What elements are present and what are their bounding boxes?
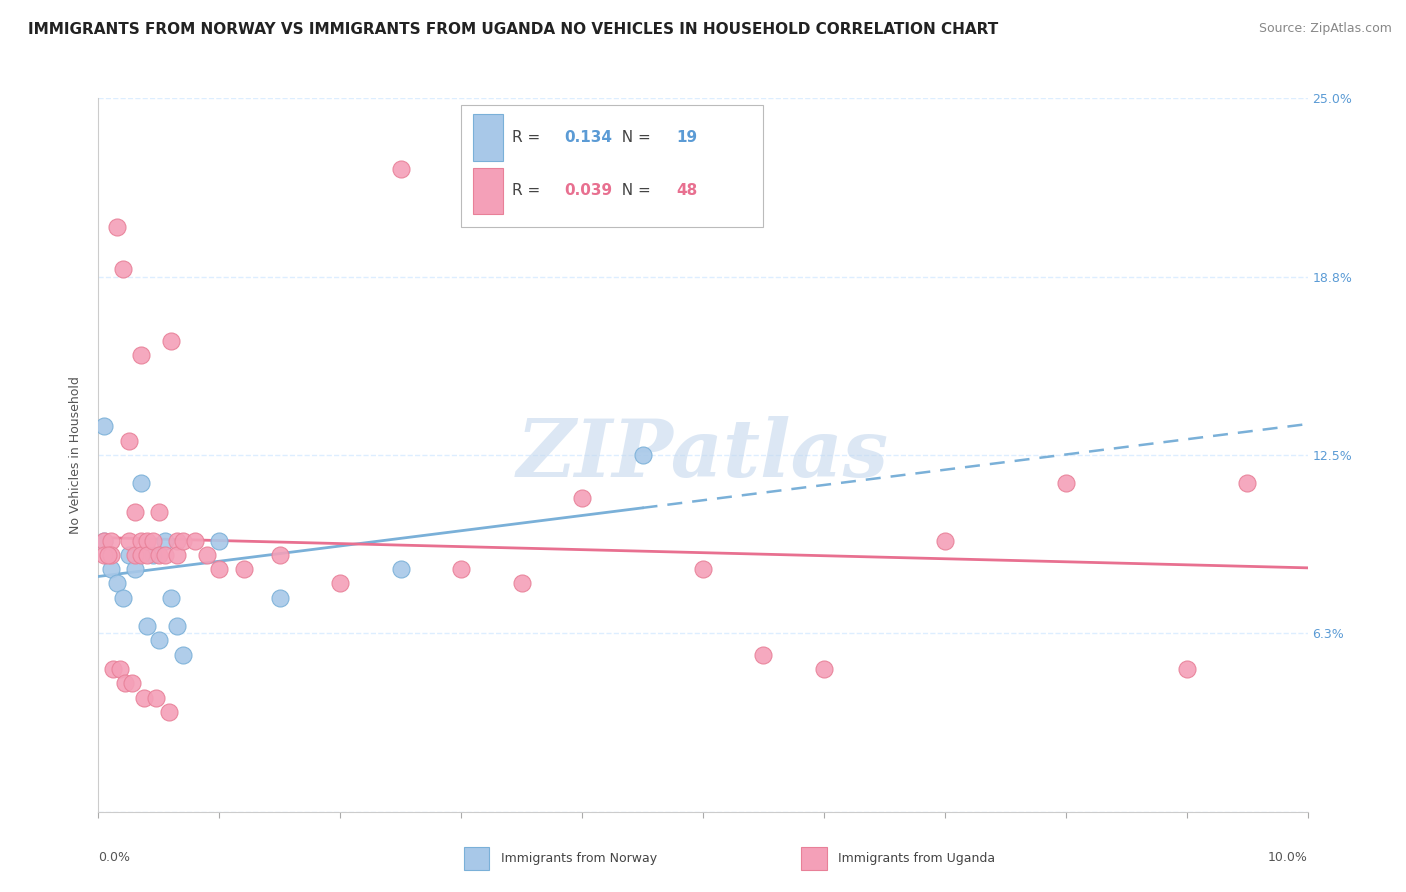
Point xyxy=(108,662,131,676)
Point xyxy=(118,434,141,448)
Point xyxy=(118,548,141,562)
Text: N =: N = xyxy=(613,184,657,198)
Point xyxy=(129,476,152,491)
Point xyxy=(208,562,231,576)
Point xyxy=(135,548,157,562)
Point xyxy=(692,562,714,576)
Point xyxy=(232,562,254,576)
Point xyxy=(166,533,188,548)
Point xyxy=(93,548,115,562)
Point xyxy=(153,548,176,562)
Point xyxy=(510,576,533,591)
Point xyxy=(142,533,165,548)
Point xyxy=(111,262,134,277)
Text: 10.0%: 10.0% xyxy=(1268,851,1308,864)
Point xyxy=(148,505,170,519)
Point xyxy=(145,690,167,705)
Point xyxy=(329,576,352,591)
Point xyxy=(93,533,115,548)
Point xyxy=(93,533,115,548)
Point xyxy=(157,705,180,719)
Point xyxy=(166,619,188,633)
Point xyxy=(100,548,122,562)
Text: 0.0%: 0.0% xyxy=(98,851,131,864)
Point xyxy=(450,562,472,576)
Point xyxy=(124,548,146,562)
Text: R =: R = xyxy=(512,184,546,198)
Point xyxy=(121,676,143,690)
Text: 19: 19 xyxy=(676,130,697,145)
FancyBboxPatch shape xyxy=(461,105,763,227)
Point xyxy=(114,676,136,690)
Point xyxy=(105,219,128,234)
Text: IMMIGRANTS FROM NORWAY VS IMMIGRANTS FROM UGANDA NO VEHICLES IN HOUSEHOLD CORREL: IMMIGRANTS FROM NORWAY VS IMMIGRANTS FRO… xyxy=(28,22,998,37)
Point xyxy=(195,548,218,562)
Point xyxy=(111,591,134,605)
Point xyxy=(135,619,157,633)
Point xyxy=(129,548,152,562)
Text: Immigrants from Norway: Immigrants from Norway xyxy=(501,852,657,864)
Point xyxy=(1236,476,1258,491)
Point xyxy=(160,334,183,348)
Point xyxy=(101,662,124,676)
Point xyxy=(129,533,152,548)
Point xyxy=(160,591,183,605)
Point xyxy=(1175,662,1198,676)
Point xyxy=(631,448,654,462)
Point xyxy=(142,548,165,562)
Point xyxy=(172,648,194,662)
Text: Immigrants from Uganda: Immigrants from Uganda xyxy=(838,852,995,864)
Text: 48: 48 xyxy=(676,184,697,198)
Point xyxy=(105,576,128,591)
Point xyxy=(1054,476,1077,491)
Text: 0.134: 0.134 xyxy=(564,130,612,145)
Point xyxy=(389,562,412,576)
Point xyxy=(118,533,141,548)
Point xyxy=(184,533,207,548)
Point xyxy=(129,348,152,362)
Point xyxy=(148,633,170,648)
Text: ZIPatlas: ZIPatlas xyxy=(517,417,889,493)
Point xyxy=(97,548,120,562)
Point xyxy=(571,491,593,505)
Point xyxy=(100,533,122,548)
Bar xyxy=(474,168,503,214)
Point xyxy=(172,533,194,548)
Point xyxy=(124,562,146,576)
Text: N =: N = xyxy=(613,130,657,145)
Point xyxy=(134,690,156,705)
Point xyxy=(148,548,170,562)
Point xyxy=(100,562,122,576)
Point xyxy=(153,533,176,548)
Bar xyxy=(474,114,503,161)
Point xyxy=(934,533,956,548)
Point xyxy=(208,533,231,548)
Point xyxy=(135,533,157,548)
Point xyxy=(813,662,835,676)
Point xyxy=(752,648,775,662)
Point xyxy=(389,162,412,177)
Y-axis label: No Vehicles in Household: No Vehicles in Household xyxy=(69,376,83,533)
Point xyxy=(269,591,291,605)
Text: 0.039: 0.039 xyxy=(564,184,612,198)
Point xyxy=(269,548,291,562)
Text: Source: ZipAtlas.com: Source: ZipAtlas.com xyxy=(1258,22,1392,36)
Text: R =: R = xyxy=(512,130,546,145)
Point xyxy=(166,548,188,562)
Point xyxy=(124,505,146,519)
Point xyxy=(93,419,115,434)
